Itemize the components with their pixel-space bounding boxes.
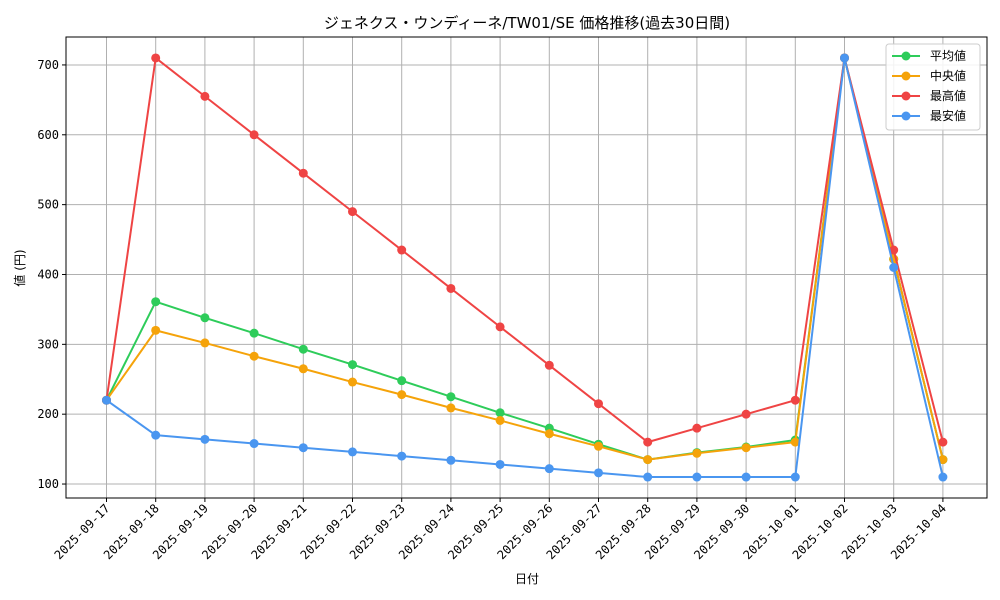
data-point — [446, 392, 456, 402]
y-axis-ticks: 100 200 300 400 500 600 700 — [37, 58, 66, 491]
data-point — [594, 441, 603, 451]
data-point — [938, 472, 948, 482]
data-point — [544, 360, 554, 370]
data-point — [151, 53, 161, 63]
x-axis-ticks: 2025-09-172025-09-182025-09-192025-09-20… — [52, 498, 949, 562]
y-tick-label: 100 — [37, 477, 59, 491]
y-tick-label: 600 — [37, 128, 59, 142]
data-point — [249, 351, 259, 361]
y-tick-label: 200 — [37, 407, 59, 421]
data-point — [741, 443, 751, 453]
data-point — [594, 468, 603, 478]
legend-label: 最安値 — [930, 108, 966, 123]
data-point — [397, 245, 407, 255]
legend-label: 中央値 — [930, 68, 966, 83]
data-point — [249, 130, 259, 140]
legend-label: 最高値 — [930, 88, 966, 103]
grid — [66, 37, 987, 498]
data-point — [200, 91, 210, 101]
series-line — [105, 56, 944, 461]
data-point — [348, 207, 357, 217]
legend-label: 平均値 — [930, 48, 966, 63]
data-point — [495, 322, 505, 332]
y-axis-label: 値 (円) — [12, 249, 27, 286]
data-point — [495, 408, 505, 418]
legend-box — [885, 43, 981, 131]
data-point — [200, 313, 210, 323]
series-line — [105, 56, 944, 444]
data-point — [348, 447, 357, 457]
data-point — [840, 53, 849, 63]
data-point — [397, 451, 407, 461]
data-point — [298, 168, 308, 178]
data-point — [298, 344, 308, 354]
data-point — [741, 409, 751, 419]
data-point — [446, 403, 456, 413]
plot-frame — [65, 36, 988, 499]
y-tick-label: 700 — [37, 58, 59, 72]
legend-swatch-marker — [901, 51, 911, 61]
data-point — [643, 472, 653, 482]
data-point — [249, 439, 259, 449]
data-point — [446, 455, 456, 465]
data-point — [889, 263, 899, 272]
data-point — [200, 434, 210, 444]
data-point — [151, 297, 161, 307]
data-point — [692, 423, 702, 433]
data-point — [495, 459, 505, 469]
data-point — [692, 472, 702, 482]
y-tick-label: 400 — [37, 267, 59, 281]
data-point — [102, 395, 111, 405]
data-point — [889, 245, 899, 255]
legend-swatch-marker — [901, 71, 911, 81]
data-point — [397, 376, 407, 386]
data-point — [544, 464, 554, 474]
data-point — [397, 390, 407, 400]
data-point — [495, 415, 505, 425]
x-axis-label: 日付 — [515, 572, 539, 586]
y-tick-label: 300 — [37, 337, 59, 351]
series-lines — [102, 53, 948, 482]
data-point — [348, 377, 357, 387]
data-point — [446, 283, 456, 293]
data-point — [298, 364, 308, 374]
data-point — [544, 429, 554, 439]
data-point — [790, 437, 800, 447]
data-point — [692, 448, 702, 458]
data-point — [594, 399, 603, 409]
data-point — [643, 437, 653, 447]
data-point — [151, 430, 161, 440]
data-point — [790, 472, 800, 482]
data-point — [790, 395, 800, 405]
data-point — [938, 437, 948, 447]
data-point — [741, 472, 751, 482]
series-line — [105, 56, 944, 479]
data-point — [348, 360, 357, 370]
data-point — [938, 455, 948, 465]
legend-swatch-marker — [901, 91, 911, 101]
chart-title: ジェネクス・ウンディーネ/TW01/SE 価格推移(過去30日間) — [324, 14, 730, 32]
data-point — [298, 443, 308, 453]
data-point — [643, 455, 653, 465]
legend-swatch-marker — [901, 111, 911, 121]
data-point — [249, 328, 259, 338]
data-point — [200, 338, 210, 348]
data-point — [151, 325, 161, 335]
y-tick-label: 500 — [37, 198, 59, 212]
